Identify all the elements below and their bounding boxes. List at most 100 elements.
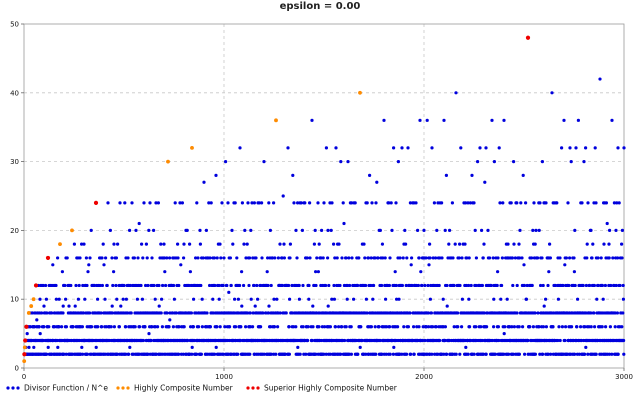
divisor-point <box>324 283 328 288</box>
divisor-point <box>41 283 45 288</box>
divisor-point <box>560 146 564 150</box>
divisor-point <box>596 283 600 288</box>
divisor-point <box>620 256 624 260</box>
divisor-point <box>248 352 252 356</box>
divisor-point <box>465 256 469 260</box>
divisor-point <box>480 228 484 232</box>
divisor-point <box>546 283 550 288</box>
divisor-point <box>81 311 85 315</box>
divisor-point <box>468 201 472 205</box>
divisor-point <box>363 256 367 260</box>
divisor-point <box>102 263 106 267</box>
divisor-point <box>128 283 132 288</box>
divisor-point <box>460 297 464 301</box>
x-tick-label: 3000 <box>615 373 633 381</box>
divisor-point <box>339 160 343 164</box>
divisor-point <box>185 228 189 232</box>
divisor-point <box>532 201 536 205</box>
divisor-point <box>152 283 156 288</box>
divisor-point <box>350 201 354 205</box>
divisor-point <box>415 325 419 329</box>
divisor-point <box>428 297 432 301</box>
divisor-point <box>124 325 128 329</box>
divisor-point <box>490 338 494 343</box>
divisor-point <box>161 283 165 288</box>
divisor-point <box>162 256 166 260</box>
divisor-point <box>440 201 444 205</box>
divisor-point <box>584 283 589 288</box>
divisor-point <box>54 297 59 301</box>
divisor-point <box>57 297 61 301</box>
divisor-point <box>586 352 590 356</box>
legend-marker <box>121 386 125 390</box>
divisor-point <box>530 256 534 260</box>
divisor-point <box>607 352 612 356</box>
divisor-point <box>564 256 569 260</box>
divisor-point <box>422 228 426 232</box>
divisor-point <box>186 338 190 343</box>
divisor-point <box>381 256 385 260</box>
divisor-point <box>544 325 549 329</box>
divisor-point <box>500 256 504 260</box>
divisor-point <box>233 201 237 205</box>
divisor-point <box>116 242 120 246</box>
divisor-point <box>323 325 327 329</box>
divisor-point <box>599 256 603 260</box>
divisor-point <box>299 201 303 205</box>
divisor-point <box>540 256 544 260</box>
divisor-point <box>392 345 396 349</box>
divisor-point <box>497 338 501 343</box>
divisor-point <box>135 297 139 301</box>
superior-highly-composite-point <box>45 255 51 261</box>
divisor-point <box>572 270 577 274</box>
divisor-point <box>140 297 144 301</box>
divisor-point <box>238 338 242 343</box>
divisor-point <box>592 283 597 288</box>
divisor-point <box>41 338 45 343</box>
divisor-point <box>403 228 407 232</box>
divisor-point <box>498 201 502 205</box>
divisor-point <box>436 352 440 356</box>
divisor-point <box>409 352 413 356</box>
divisor-point <box>405 352 409 356</box>
divisor-point <box>621 311 625 315</box>
divisor-point <box>580 201 584 205</box>
divisor-point <box>563 263 567 267</box>
divisor-point <box>276 311 280 315</box>
divisor-point <box>150 256 154 260</box>
divisor-point <box>458 283 462 288</box>
divisor-point <box>281 194 285 198</box>
divisor-point <box>208 283 212 288</box>
divisor-point <box>447 338 451 343</box>
legend-label: Superior Highly Composite Number <box>264 384 398 393</box>
divisor-point <box>69 283 73 288</box>
divisor-point <box>423 338 427 343</box>
divisor-point <box>616 352 620 356</box>
divisor-point <box>384 352 388 356</box>
divisor-point <box>369 283 373 288</box>
divisor-point <box>61 311 65 315</box>
divisor-point <box>196 256 200 260</box>
divisor-point <box>250 201 254 205</box>
divisor-point <box>50 311 54 315</box>
divisor-point <box>396 160 400 164</box>
divisor-point <box>458 352 462 356</box>
divisor-point <box>280 256 284 260</box>
divisor-point <box>112 270 116 274</box>
divisor-point <box>252 201 256 205</box>
divisor-point <box>172 283 176 288</box>
divisor-point <box>320 228 324 232</box>
divisor-point <box>442 118 446 122</box>
divisor-point <box>590 256 594 260</box>
divisor-point <box>188 242 192 246</box>
divisor-point <box>192 338 196 343</box>
divisor-point <box>460 256 464 260</box>
divisor-point <box>585 256 589 260</box>
divisor-point <box>78 256 82 260</box>
divisor-point <box>32 345 36 349</box>
divisor-point <box>110 256 114 260</box>
divisor-point <box>531 228 535 232</box>
divisor-point <box>134 228 138 232</box>
divisor-point <box>266 283 270 288</box>
divisor-point <box>177 325 181 329</box>
